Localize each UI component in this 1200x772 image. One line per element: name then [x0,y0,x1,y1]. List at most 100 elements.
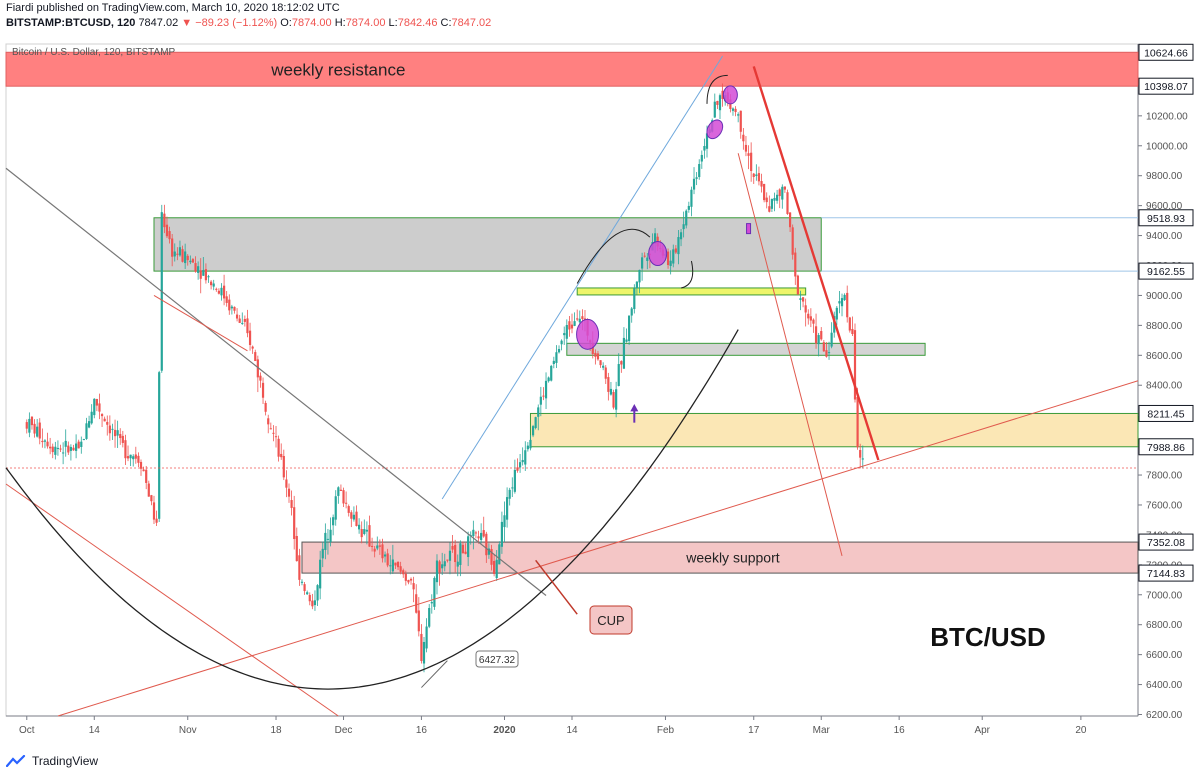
price-label: 10624.66 [1144,47,1188,59]
candle-body [280,453,283,458]
zone-orange [529,412,1139,448]
candle-body [116,430,119,436]
candle-body [204,269,208,281]
candle-body [474,532,478,534]
candle-body [254,352,257,362]
candle-body [306,592,309,595]
candle-body [62,452,65,454]
candle-body [425,626,428,649]
candle-body [700,154,703,162]
candle-body [383,554,387,557]
candle-body [498,544,501,565]
candle-body [337,487,340,496]
y-tick-label: 8400.00 [1146,381,1183,392]
candle-body [228,299,231,311]
candle-body [814,326,818,344]
candle-body [332,517,335,526]
candle-body [451,545,454,550]
candle-body [220,287,223,296]
x-tick-label: 14 [566,725,578,736]
candle-body [682,224,685,230]
candle-body [526,445,529,450]
y-tick-label: 8600.00 [1146,351,1183,362]
candle-body [251,346,254,349]
candle-body [820,331,823,340]
candle-body [222,285,226,299]
candle-body [36,426,39,437]
down-arrow-icon: ▼ [181,17,193,29]
high-label: H: [334,17,346,29]
candle-body [848,317,851,331]
candle-body [692,178,696,190]
candle-body [199,270,202,279]
candle-body [537,407,540,417]
candle-body [334,496,337,520]
candle-body [267,418,270,425]
candle-body [482,530,485,537]
candle-body [446,559,449,561]
price-label-box [1138,77,1194,95]
candle-body [64,440,67,447]
candle-body [760,181,763,187]
candle-body [612,392,615,408]
candle-body [108,425,111,434]
chart-legend-title: Bitcoin / U.S. Dollar, 120, BITSTAMP [12,47,176,58]
x-tick-label: Feb [657,725,675,736]
candle-body [622,337,626,369]
highlight-ellipse-4 [722,85,738,105]
candle-body [513,469,516,492]
candle-body [152,502,156,520]
candle-body [625,339,628,342]
candle-body [495,559,498,579]
x-tick-label: 16 [894,725,906,736]
y-tick-label: 7000.00 [1146,590,1183,601]
candle-body [215,288,218,290]
candle-body [825,350,828,357]
y-tick-label: 9600.00 [1146,201,1183,212]
candle-body [555,352,558,363]
candle-body [739,110,742,132]
cup-curve [5,329,739,690]
candle-body [181,249,184,262]
candle-body [38,422,41,439]
candle-body [547,377,550,382]
candle-body [368,525,371,547]
candle-body [801,297,805,302]
candle-body [93,398,96,416]
candle-body [635,281,639,289]
candle-body [350,512,353,519]
candle-body [524,450,527,465]
candle-body [752,173,755,177]
y-tick-label: 9000.00 [1146,291,1183,302]
candle-body [189,260,192,263]
candle-body [716,100,719,105]
candle-body [788,212,792,228]
x-tick-label: 18 [270,725,282,736]
candle-body [25,422,28,429]
y-tick-label: 8800.00 [1146,321,1183,332]
low-callout-box [475,650,519,668]
candle-body [438,561,441,573]
candle-body [290,500,293,508]
candle-body [287,488,291,497]
last-price: 7847.02 [138,17,179,29]
candle-body [695,177,698,179]
candle-body [633,288,636,310]
candle-body [859,450,862,458]
symbol-label: BITSTAMP:BTCUSD, 120 [6,17,136,29]
candle-body [620,361,623,365]
y-tick-label: 9800.00 [1146,171,1183,182]
candle-body [677,237,680,255]
candle-body [363,529,366,534]
candle-body [443,561,446,567]
candle-body [770,198,774,209]
candle-body [129,454,132,459]
close-value: 7847.02 [451,17,492,29]
candle-body [54,446,57,455]
price-label: 10398.07 [1144,81,1188,93]
candle-body [713,101,716,118]
candle-body [653,233,657,244]
candle-body [197,266,200,273]
candle-body [581,316,584,319]
